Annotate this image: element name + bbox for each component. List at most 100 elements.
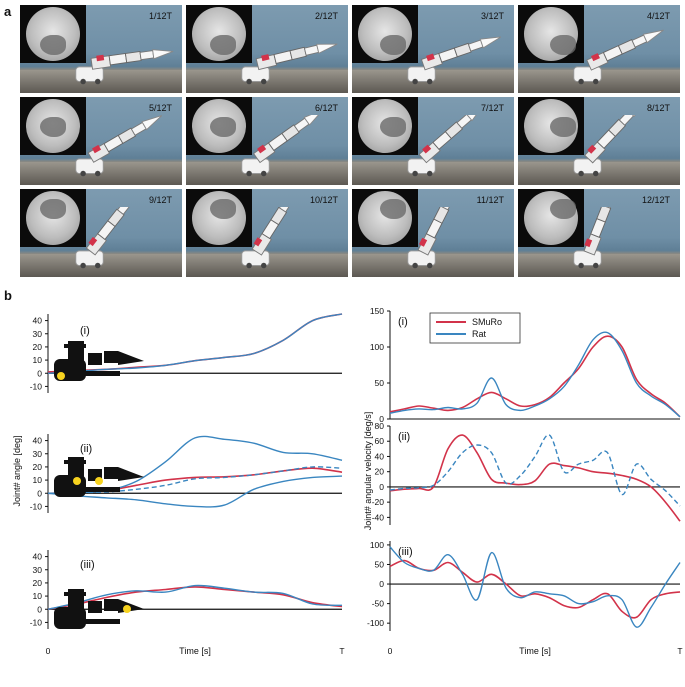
y-tick-label: 10 <box>33 591 43 601</box>
series-line <box>389 559 681 619</box>
rat-silhouette <box>550 35 576 55</box>
xray-inset <box>518 5 584 63</box>
xray-inset <box>186 97 252 155</box>
joint-marker <box>123 605 131 613</box>
robot-figure <box>75 207 132 269</box>
snapshot-frame: 11/12T <box>352 189 514 277</box>
robot-silhouette <box>54 341 144 381</box>
panel-b-label: b <box>4 288 12 303</box>
y-axis-label: Joint# angle [deg] <box>12 435 22 506</box>
frame-time-label: 12/12T <box>641 195 670 205</box>
y-tick-label: 0 <box>37 604 42 614</box>
xray-disc <box>358 191 412 245</box>
rat-silhouette <box>210 199 236 219</box>
y-tick-label: 0 <box>379 579 384 589</box>
xray-disc <box>26 99 80 153</box>
panel-a-label: a <box>4 4 12 19</box>
xray-disc <box>192 99 246 153</box>
y-tick-label: 10 <box>33 475 43 485</box>
frame-time-label: 4/12T <box>646 11 670 21</box>
subplot-label: (ii) <box>80 443 92 455</box>
robot-silhouette <box>54 589 144 629</box>
y-tick-label: -20 <box>372 497 385 507</box>
frame-time-label: 3/12T <box>480 11 504 21</box>
y-tick-label: 40 <box>375 451 385 461</box>
y-tick-label: 30 <box>33 565 43 575</box>
robot-figure <box>241 43 338 85</box>
xray-disc <box>192 7 246 61</box>
snapshot-frame: 5/12T <box>20 97 182 185</box>
y-tick-label: -10 <box>30 617 43 627</box>
subplot-label: (iii) <box>398 546 413 558</box>
subplot-label: (i) <box>80 325 90 337</box>
xray-inset <box>20 97 86 155</box>
rat-silhouette <box>40 117 66 137</box>
joint-marker <box>57 372 65 380</box>
xray-inset <box>518 97 584 155</box>
y-tick-label: 80 <box>375 421 385 431</box>
snapshot-frame: 9/12T <box>20 189 182 277</box>
y-tick-label: 0 <box>379 482 384 492</box>
robot-figure <box>75 49 174 85</box>
y-tick-label: 150 <box>370 306 384 316</box>
xray-inset <box>352 97 418 155</box>
snapshot-grid: 1/12T 2/12T 3/12T 4/12T 5/12T 6/12T 7/12T 8/12T… <box>20 5 682 277</box>
robot-figure <box>241 115 324 177</box>
frame-time-label: 9/12T <box>148 195 172 205</box>
xray-disc <box>26 191 80 245</box>
y-tick-label: 10 <box>33 355 43 365</box>
rat-silhouette <box>40 35 66 55</box>
frame-time-label: 1/12T <box>148 11 172 21</box>
x-tick-label: T <box>339 646 344 656</box>
subplot-label: (iii) <box>80 559 95 571</box>
y-tick-label: 0 <box>37 368 42 378</box>
series-line <box>389 546 681 628</box>
subplot-label: (ii) <box>398 431 410 443</box>
series-line <box>47 313 343 374</box>
frame-time-label: 10/12T <box>309 195 338 205</box>
series-line <box>389 434 681 507</box>
robot-figure <box>241 207 294 269</box>
frame-time-label: 7/12T <box>480 103 504 113</box>
legend-label: Rat <box>472 329 487 339</box>
xray-disc <box>26 7 80 61</box>
robot-figure <box>573 29 664 85</box>
rat-silhouette <box>210 35 236 55</box>
robot-figure <box>407 36 502 85</box>
xray-inset <box>186 5 252 63</box>
frame-time-label: 5/12T <box>148 103 172 113</box>
y-tick-label: -10 <box>30 381 43 391</box>
y-tick-label: 0 <box>37 488 42 498</box>
robot-figure <box>573 207 616 269</box>
joint-marker <box>73 477 81 485</box>
y-tick-label: 50 <box>375 559 385 569</box>
snapshot-frame: 1/12T <box>20 5 182 93</box>
series-line <box>47 584 343 610</box>
frame-time-label: 2/12T <box>314 11 338 21</box>
robot-figure <box>407 115 485 177</box>
xray-inset <box>186 189 252 247</box>
y-tick-label: 100 <box>370 540 384 550</box>
subplot-label: (i) <box>398 316 408 328</box>
snapshot-frame: 4/12T <box>518 5 680 93</box>
robot-figure <box>573 115 646 177</box>
frame-time-label: 11/12T <box>476 195 504 205</box>
x-tick-label: T <box>677 646 682 656</box>
y-tick-label: 40 <box>33 316 43 326</box>
robot-figure <box>75 115 163 177</box>
y-tick-label: 40 <box>33 552 43 562</box>
xray-inset <box>352 189 418 247</box>
series-line <box>389 331 681 418</box>
y-tick-label: 50 <box>375 378 385 388</box>
xray-disc <box>358 7 412 61</box>
series-line <box>47 466 343 494</box>
rat-silhouette <box>380 199 406 219</box>
frame-time-label: 8/12T <box>646 103 670 113</box>
x-axis-label: Time [s] <box>519 646 551 656</box>
xray-disc <box>192 191 246 245</box>
joint-marker <box>95 477 103 485</box>
legend-label: SMuRo <box>472 317 502 327</box>
y-tick-label: 20 <box>33 342 43 352</box>
x-tick-label: 0 <box>388 646 393 656</box>
y-tick-label: 100 <box>370 342 384 352</box>
